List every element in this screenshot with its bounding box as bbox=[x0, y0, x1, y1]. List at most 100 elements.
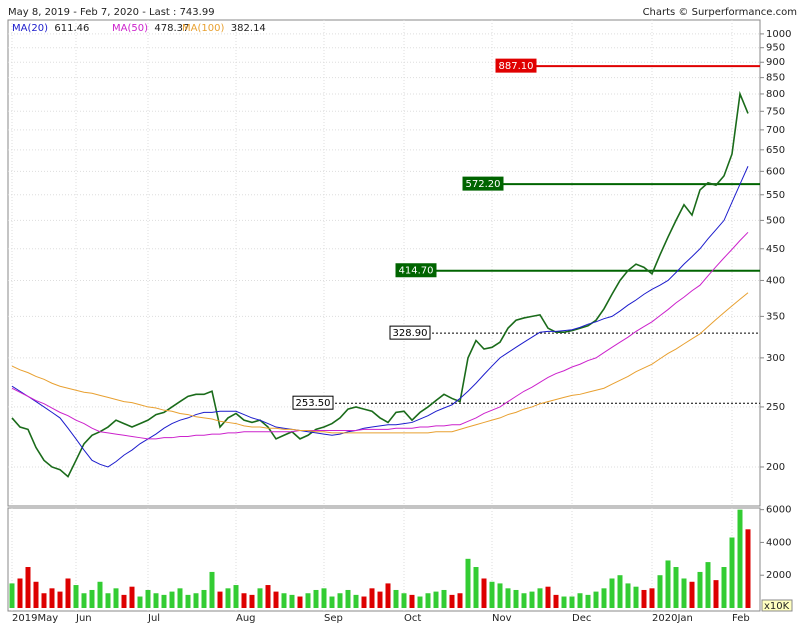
volume-bar bbox=[241, 593, 247, 608]
y-tick-label: 500 bbox=[766, 215, 785, 226]
volume-bar bbox=[305, 593, 311, 608]
volume-bar bbox=[665, 560, 671, 608]
legend-name: MA(100) bbox=[182, 23, 224, 34]
volume-bar bbox=[401, 593, 407, 608]
volume-bar bbox=[329, 596, 335, 608]
y-tick-label: 650 bbox=[766, 145, 785, 156]
volume-bar bbox=[161, 594, 167, 608]
volume-bar bbox=[473, 567, 479, 608]
volume-bar bbox=[73, 585, 79, 608]
volume-bar bbox=[265, 585, 271, 608]
volume-bar bbox=[481, 578, 487, 608]
unit-label: x10K bbox=[764, 601, 790, 612]
volume-bar bbox=[209, 571, 215, 608]
volume-bar bbox=[113, 588, 119, 608]
volume-bar bbox=[169, 591, 175, 608]
volume-bar bbox=[129, 586, 135, 608]
y-tick-label: 750 bbox=[766, 106, 785, 117]
x-tick-label: Feb bbox=[732, 613, 750, 624]
volume-bar bbox=[337, 593, 343, 608]
level-label: 414.70 bbox=[399, 266, 434, 277]
volume-bar bbox=[729, 537, 735, 608]
volume-bar bbox=[649, 588, 655, 608]
level-box bbox=[462, 176, 504, 191]
x-tick-label: Dec bbox=[572, 613, 591, 624]
legend-name: MA(20) bbox=[12, 23, 48, 34]
x-tick-label: Aug bbox=[236, 613, 256, 624]
volume-bar bbox=[569, 596, 575, 608]
volume-bar bbox=[593, 591, 599, 608]
price-frame bbox=[7, 19, 761, 507]
y-tick-label: 200 bbox=[766, 462, 785, 473]
level-label: 887.10 bbox=[499, 61, 534, 72]
level-label: 328.90 bbox=[393, 328, 428, 339]
volume-bar bbox=[489, 581, 495, 608]
volume-bar bbox=[513, 589, 519, 608]
credit: Charts © Surperformance.com bbox=[643, 7, 797, 18]
x-tick-label: Jul bbox=[147, 613, 160, 624]
volume-bar bbox=[361, 596, 367, 608]
x-tick-label: 2020Jan bbox=[652, 613, 693, 624]
volume-bar bbox=[657, 575, 663, 608]
volume-bar bbox=[393, 589, 399, 608]
volume-bar bbox=[65, 578, 71, 608]
volume-bar bbox=[353, 594, 359, 608]
y-tick-label: 950 bbox=[766, 43, 785, 54]
volume-bar bbox=[177, 588, 183, 608]
unit-box bbox=[761, 599, 793, 612]
x-tick-label: 2019May bbox=[12, 613, 58, 624]
x-tick-label: Jun bbox=[75, 613, 92, 624]
y-tick-label: 850 bbox=[766, 73, 785, 84]
y-tick-label: 350 bbox=[766, 311, 785, 322]
volume-bar bbox=[145, 589, 151, 608]
volume-bar bbox=[313, 589, 319, 608]
volume-bar bbox=[521, 593, 527, 608]
volume-bar bbox=[105, 593, 111, 608]
volume-bar bbox=[377, 591, 383, 608]
y-tick-label: 6000 bbox=[766, 505, 791, 516]
volume-bar bbox=[537, 588, 543, 608]
volume-bar bbox=[273, 591, 279, 608]
volume-bar bbox=[25, 567, 31, 608]
volume-bar bbox=[385, 583, 391, 608]
volume-bar bbox=[289, 594, 295, 608]
volume-bar bbox=[225, 588, 231, 608]
volume-bar bbox=[689, 581, 695, 608]
volume-bar bbox=[345, 589, 351, 608]
level-label: 572.20 bbox=[466, 179, 501, 190]
y-tick-label: 400 bbox=[766, 275, 785, 286]
volume-bar bbox=[697, 571, 703, 608]
volume-bar bbox=[185, 594, 191, 608]
volume-bar bbox=[441, 589, 447, 608]
legend-name: MA(50) bbox=[112, 23, 148, 34]
volume-bar bbox=[545, 586, 551, 608]
volume-bar bbox=[321, 588, 327, 608]
y-tick-label: 800 bbox=[766, 89, 785, 100]
volume-bar bbox=[233, 585, 239, 608]
legend-value: 611.46 bbox=[54, 23, 89, 34]
volume-bar bbox=[745, 529, 751, 608]
y-tick-label: 450 bbox=[766, 244, 785, 255]
y-tick-label: 1000 bbox=[766, 29, 791, 40]
volume-bar bbox=[449, 594, 455, 608]
volume-bar bbox=[417, 596, 423, 608]
volume-bar bbox=[625, 583, 631, 608]
volume-bar bbox=[601, 588, 607, 608]
volume-bar bbox=[457, 593, 463, 608]
volume-bar bbox=[137, 596, 143, 608]
moving-average bbox=[11, 231, 749, 440]
volume-bar bbox=[465, 558, 471, 608]
volume-bar bbox=[81, 593, 87, 608]
volume-bar bbox=[281, 593, 287, 608]
y-tick-label: 600 bbox=[766, 166, 785, 177]
y-tick-label: 550 bbox=[766, 190, 785, 201]
volume-bar bbox=[425, 593, 431, 608]
volume-bar bbox=[577, 593, 583, 608]
volume-bar bbox=[297, 596, 303, 608]
volume-bar bbox=[33, 581, 39, 608]
volume-bar bbox=[585, 594, 591, 608]
volume-bar bbox=[617, 575, 623, 608]
volume-bar bbox=[201, 589, 207, 608]
